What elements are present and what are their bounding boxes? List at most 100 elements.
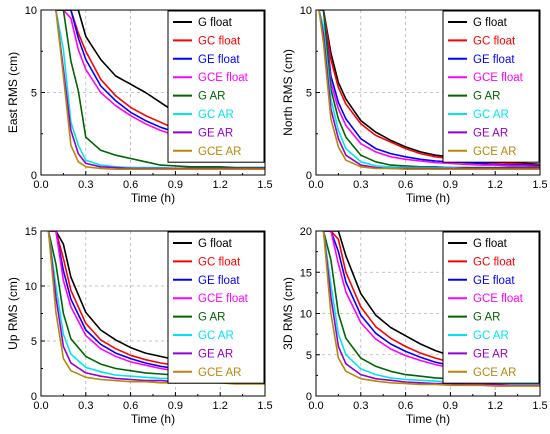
x-tick-label: 0.9 [168,179,183,191]
legend-box [167,231,265,384]
x-tick-label: 0.3 [353,400,368,412]
legend-label: GC AR [473,109,509,121]
y-tick-label: 10 [300,309,312,321]
legend-label: GE AR [198,348,233,360]
x-tick-label: 0.3 [78,400,93,412]
x-tick-label: 0.9 [168,400,183,412]
y-tick-label: 15 [25,226,37,238]
legend-box [442,10,540,163]
series-line-gce-ar [322,231,540,387]
x-axis-label: Time (h) [131,191,175,205]
chart-panel-4: 0.0 0.3 0.6 0.9 1.2 1.5 0 5 10 15 20 Time (h) 3D RMS… [281,226,548,426]
x-tick-label: 0.0 [308,400,323,412]
x-tick-label: 0.3 [78,179,93,191]
x-tick-label: 1.5 [532,179,547,191]
x-tick-label: 0.0 [308,179,323,191]
y-tick-label: 5 [31,88,37,100]
legend-label: G AR [473,91,500,103]
x-tick-label: 1.2 [213,400,228,412]
chart-panel-3: 0.0 0.3 0.6 0.9 1.2 1.5 0 5 10 15 Time (h) Up RMS (… [6,226,273,426]
legend-label: GC AR [198,109,234,121]
y-tick-label: 10 [25,5,37,17]
legend-label: GC AR [198,330,234,342]
x-axis-label: Time (h) [406,191,450,205]
y-tick-label: 5 [306,350,312,362]
x-tick-label: 1.2 [488,179,503,191]
x-tick-label: 1.2 [488,400,503,412]
y-tick-label: 15 [300,267,312,279]
y-tick-label: 10 [25,281,37,293]
x-axis-label: Time (h) [406,412,450,426]
x-tick-label: 1.2 [213,179,228,191]
legend-label: GE float [198,54,240,66]
legend-label: GCE float [198,293,249,305]
x-tick-label: 1.5 [257,179,272,191]
legend-label: G float [473,17,508,29]
legend: G float GC float GE float GCE float G AR GC A… [442,231,540,384]
chart-panel-1: 0.0 0.3 0.6 0.9 1.2 1.5 0 5 10 Time (h) East RMS (… [6,5,273,205]
legend-label: G float [198,238,233,250]
legend: G float GC float GE float GCE float G AR GC A… [167,10,265,163]
legend-box [442,231,540,384]
x-tick-label: 1.5 [532,400,547,412]
y-tick-label: 5 [306,88,312,100]
series-line-gce-ar [55,10,265,170]
legend-label: G AR [198,312,225,324]
y-tick-label: 5 [31,336,37,348]
x-tick-label: 0.6 [123,179,138,191]
legend-label: GCE AR [473,146,516,158]
y-tick-label: 10 [300,5,312,17]
legend-label: G AR [473,312,500,324]
y-axis-label: North RMS (cm) [281,49,295,136]
series-line-g-ar [55,10,265,169]
x-tick-label: 0.6 [398,179,413,191]
legend-label: GE float [198,275,240,287]
legend-label: GE float [473,275,515,287]
x-tick-label: 0.3 [353,179,368,191]
legend-label: GCE AR [198,146,241,158]
x-tick-label: 0.9 [443,179,458,191]
y-tick-label: 0 [31,170,37,182]
legend-label: GC float [473,35,516,47]
y-tick-label: 0 [31,391,37,403]
series-line-gce-ar [318,10,540,170]
x-tick-label: 0.6 [123,400,138,412]
y-tick-label: 0 [306,391,312,403]
series-line-ge-ar [322,231,540,387]
y-axis-label: 3D RMS (cm) [281,277,295,350]
legend-label: GC AR [473,330,509,342]
legend-label: GC float [198,256,241,268]
series-line-gc-float [319,10,540,166]
legend-label: GE AR [198,127,233,139]
legend-label: GCE AR [473,367,516,379]
y-axis-label: Up RMS (cm) [6,277,20,350]
y-tick-label: 0 [306,170,312,182]
legend-label: GCE float [198,72,249,84]
legend-label: GC float [198,35,241,47]
x-tick-label: 0.6 [398,400,413,412]
x-tick-label: 0.0 [33,400,48,412]
legend-label: GCE float [473,293,524,305]
legend-label: GE AR [473,127,508,139]
legend-label: GE float [473,54,515,66]
x-tick-label: 0.9 [443,400,458,412]
legend: G float GC float GE float GCE float G AR GC A… [442,10,540,163]
legend-label: G float [198,17,233,29]
x-axis-label: Time (h) [131,412,175,426]
legend-label: GE AR [473,348,508,360]
x-tick-label: 0.0 [33,179,48,191]
legend-label: GCE AR [198,367,241,379]
legend-label: G float [473,238,508,250]
legend-label: GC float [473,256,516,268]
legend: G float GC float GE float GCE float G AR GC A… [167,231,265,384]
y-tick-label: 20 [300,226,312,238]
series-line-gce-float [319,10,540,168]
legend-box [167,10,265,163]
legend-label: G AR [198,91,225,103]
y-axis-label: East RMS (cm) [6,52,20,133]
legend-label: GCE float [473,72,524,84]
x-tick-label: 1.5 [257,400,272,412]
chart-panel-2: 0.0 0.3 0.6 0.9 1.2 1.5 0 5 10 Time (h) North RMS … [281,5,548,205]
